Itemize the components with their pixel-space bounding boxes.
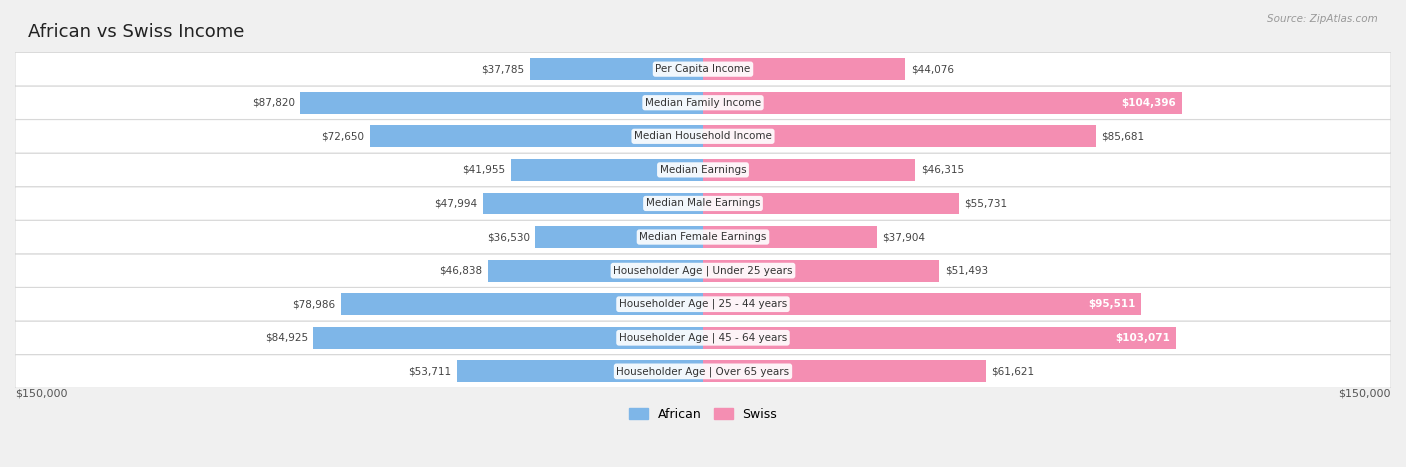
Text: $72,650: $72,650 bbox=[322, 131, 364, 142]
Text: $47,994: $47,994 bbox=[434, 198, 478, 208]
Text: Per Capita Income: Per Capita Income bbox=[655, 64, 751, 74]
Text: $41,955: $41,955 bbox=[463, 165, 505, 175]
Bar bbox=[703, 293, 1142, 315]
FancyBboxPatch shape bbox=[15, 354, 1391, 388]
FancyBboxPatch shape bbox=[15, 120, 1391, 153]
FancyBboxPatch shape bbox=[15, 254, 1391, 287]
Text: $37,904: $37,904 bbox=[883, 232, 925, 242]
Text: $104,396: $104,396 bbox=[1122, 98, 1177, 108]
Text: $37,785: $37,785 bbox=[481, 64, 524, 74]
Bar bbox=[370, 126, 703, 147]
FancyBboxPatch shape bbox=[15, 52, 1391, 86]
Text: $84,925: $84,925 bbox=[264, 333, 308, 343]
Text: Median Household Income: Median Household Income bbox=[634, 131, 772, 142]
Text: Median Earnings: Median Earnings bbox=[659, 165, 747, 175]
Bar bbox=[482, 192, 703, 214]
Bar bbox=[340, 293, 703, 315]
Bar bbox=[703, 192, 959, 214]
Bar bbox=[703, 58, 905, 80]
Text: $44,076: $44,076 bbox=[911, 64, 953, 74]
Bar bbox=[703, 92, 1182, 113]
Bar bbox=[510, 159, 703, 181]
Text: Median Female Earnings: Median Female Earnings bbox=[640, 232, 766, 242]
Bar bbox=[703, 126, 1097, 147]
Text: $46,315: $46,315 bbox=[921, 165, 965, 175]
FancyBboxPatch shape bbox=[15, 187, 1391, 220]
Text: Householder Age | 25 - 44 years: Householder Age | 25 - 44 years bbox=[619, 299, 787, 310]
Text: $85,681: $85,681 bbox=[1101, 131, 1144, 142]
FancyBboxPatch shape bbox=[15, 153, 1391, 187]
Text: $95,511: $95,511 bbox=[1088, 299, 1136, 309]
Text: $46,838: $46,838 bbox=[440, 266, 482, 276]
Text: Source: ZipAtlas.com: Source: ZipAtlas.com bbox=[1267, 14, 1378, 24]
Text: Median Male Earnings: Median Male Earnings bbox=[645, 198, 761, 208]
Bar bbox=[314, 327, 703, 349]
Bar bbox=[703, 226, 877, 248]
Text: $55,731: $55,731 bbox=[965, 198, 1007, 208]
FancyBboxPatch shape bbox=[15, 321, 1391, 354]
Bar bbox=[536, 226, 703, 248]
Text: $87,820: $87,820 bbox=[252, 98, 295, 108]
FancyBboxPatch shape bbox=[15, 220, 1391, 254]
Text: $150,000: $150,000 bbox=[1339, 388, 1391, 398]
Bar bbox=[301, 92, 703, 113]
Bar bbox=[530, 58, 703, 80]
Text: $103,071: $103,071 bbox=[1115, 333, 1170, 343]
Bar bbox=[703, 361, 986, 382]
Bar bbox=[703, 327, 1175, 349]
Bar bbox=[703, 260, 939, 282]
Text: $53,711: $53,711 bbox=[408, 367, 451, 376]
Text: Householder Age | 45 - 64 years: Householder Age | 45 - 64 years bbox=[619, 333, 787, 343]
Text: African vs Swiss Income: African vs Swiss Income bbox=[28, 23, 245, 42]
Text: $78,986: $78,986 bbox=[292, 299, 335, 309]
Legend: African, Swiss: African, Swiss bbox=[624, 403, 782, 425]
Text: $61,621: $61,621 bbox=[991, 367, 1035, 376]
FancyBboxPatch shape bbox=[15, 287, 1391, 321]
Text: $51,493: $51,493 bbox=[945, 266, 988, 276]
Text: Householder Age | Under 25 years: Householder Age | Under 25 years bbox=[613, 265, 793, 276]
Bar bbox=[488, 260, 703, 282]
Text: $150,000: $150,000 bbox=[15, 388, 67, 398]
Text: $36,530: $36,530 bbox=[486, 232, 530, 242]
Bar bbox=[703, 159, 915, 181]
Text: Median Family Income: Median Family Income bbox=[645, 98, 761, 108]
Bar bbox=[457, 361, 703, 382]
Text: Householder Age | Over 65 years: Householder Age | Over 65 years bbox=[616, 366, 790, 376]
FancyBboxPatch shape bbox=[15, 86, 1391, 120]
